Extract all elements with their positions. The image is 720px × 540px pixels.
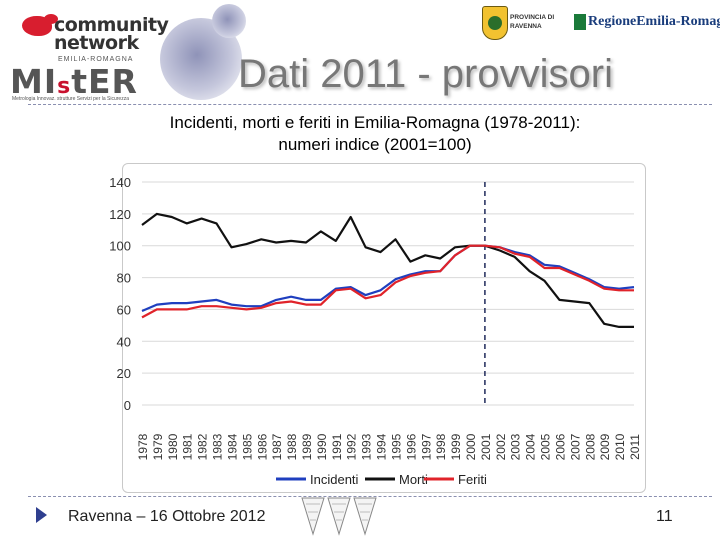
- page-title: Dati 2011 - provvisori: [238, 52, 613, 96]
- balloon-decoration-icon: [301, 497, 377, 536]
- x-tick-label: 2011: [628, 434, 642, 460]
- chart-frame: [122, 163, 646, 493]
- x-tick-label: 1989: [300, 433, 314, 460]
- x-tick-label: 2001: [479, 433, 493, 460]
- provincia-line1: PROVINCIA DI: [510, 14, 555, 21]
- mister-end: ER: [88, 62, 138, 101]
- y-tick-label: 60: [117, 302, 131, 317]
- legend-label: Feriti: [458, 472, 487, 487]
- x-tick-label: 1987: [270, 433, 284, 460]
- x-tick-label: 1980: [166, 433, 180, 460]
- x-tick-label: 2000: [464, 433, 478, 460]
- x-tick-label: 1984: [225, 433, 239, 460]
- logo-bubble-small-icon: [44, 14, 58, 24]
- x-tick-label: 1985: [240, 433, 254, 460]
- series-line-feriti: [141, 244, 634, 319]
- legend-label: Incidenti: [310, 472, 359, 487]
- y-tick-label: 40: [117, 334, 131, 349]
- x-tick-label: 1996: [404, 433, 418, 460]
- series-line-morti: [141, 212, 634, 328]
- logo-sub-text: EMILIA-ROMAGNA: [58, 56, 134, 63]
- x-tick-label: 1983: [211, 433, 225, 460]
- x-tick-label: 2002: [494, 433, 508, 460]
- y-tick-label: 100: [109, 239, 131, 254]
- mister-logo: MIstER Metrologia Innovaz. strutture Ser…: [10, 64, 150, 104]
- mister-mid: s: [57, 74, 72, 99]
- provincia-crest-icon: [482, 6, 508, 40]
- page-number: 11: [656, 508, 673, 525]
- y-tick-label: 20: [117, 366, 131, 381]
- x-tick-label: 1986: [255, 433, 269, 460]
- footer-divider: [28, 496, 712, 497]
- mister-prefix: MI: [10, 62, 58, 101]
- x-tick-label: 1979: [151, 433, 165, 460]
- x-tick-label: 1999: [449, 433, 463, 460]
- region-name: RegioneEmilia-Romagna: [588, 14, 720, 29]
- footer-text: Ravenna – 16 Ottobre 2012: [68, 508, 266, 525]
- x-tick-label: 1995: [389, 433, 403, 460]
- x-tick-label: 1982: [196, 433, 210, 460]
- legend-label: Morti: [399, 472, 428, 487]
- y-tick-label: 140: [109, 175, 131, 190]
- mister-suffix: t: [71, 62, 89, 101]
- x-tick-label: 1998: [434, 433, 448, 460]
- series-line-incidenti: [141, 244, 635, 313]
- x-tick-label: 2003: [509, 433, 523, 460]
- mister-tagline: Metrologia Innovaz. strutture Servizi pe…: [12, 96, 129, 102]
- logo-main-text: community network: [54, 14, 169, 54]
- x-tick-label: 1981: [181, 433, 195, 460]
- x-tick-label: 1997: [419, 433, 433, 460]
- x-tick-label: 2005: [539, 433, 553, 460]
- y-tick-label: 80: [117, 271, 131, 286]
- x-tick-label: 1991: [330, 433, 344, 460]
- x-tick-label: 1994: [375, 433, 389, 460]
- x-tick-label: 2010: [613, 433, 627, 460]
- y-tick-label: 0: [124, 398, 131, 413]
- x-tick-label: 1993: [360, 433, 374, 460]
- subtitle-line-1: Incidenti, morti e feriti in Emilia-Roma…: [169, 113, 581, 132]
- x-tick-label: 1990: [315, 433, 329, 460]
- x-tick-label: 2009: [598, 433, 612, 460]
- x-tick-label: 2008: [583, 433, 597, 460]
- x-tick-label: 1988: [285, 433, 299, 460]
- subtitle-line-2: numeri indice (2001=100): [278, 135, 472, 154]
- y-tick-label: 120: [109, 207, 131, 222]
- community-network-logo: community network EMILIA-ROMAGNA: [22, 14, 169, 74]
- bullet-arrow-icon: [36, 507, 47, 523]
- provincia-line2: RAVENNA: [510, 23, 542, 30]
- x-tick-label: 1992: [345, 433, 359, 460]
- header-divider: [28, 104, 712, 105]
- x-tick-label: 2004: [524, 433, 538, 460]
- region-flag-icon: [574, 14, 586, 30]
- x-tick-label: 1978: [136, 433, 150, 460]
- x-tick-label: 2007: [568, 433, 582, 460]
- x-tick-label: 2006: [553, 433, 567, 460]
- chart-subtitle: Incidenti, morti e feriti in Emilia-Roma…: [60, 112, 690, 156]
- decorative-orb-small: [212, 4, 246, 38]
